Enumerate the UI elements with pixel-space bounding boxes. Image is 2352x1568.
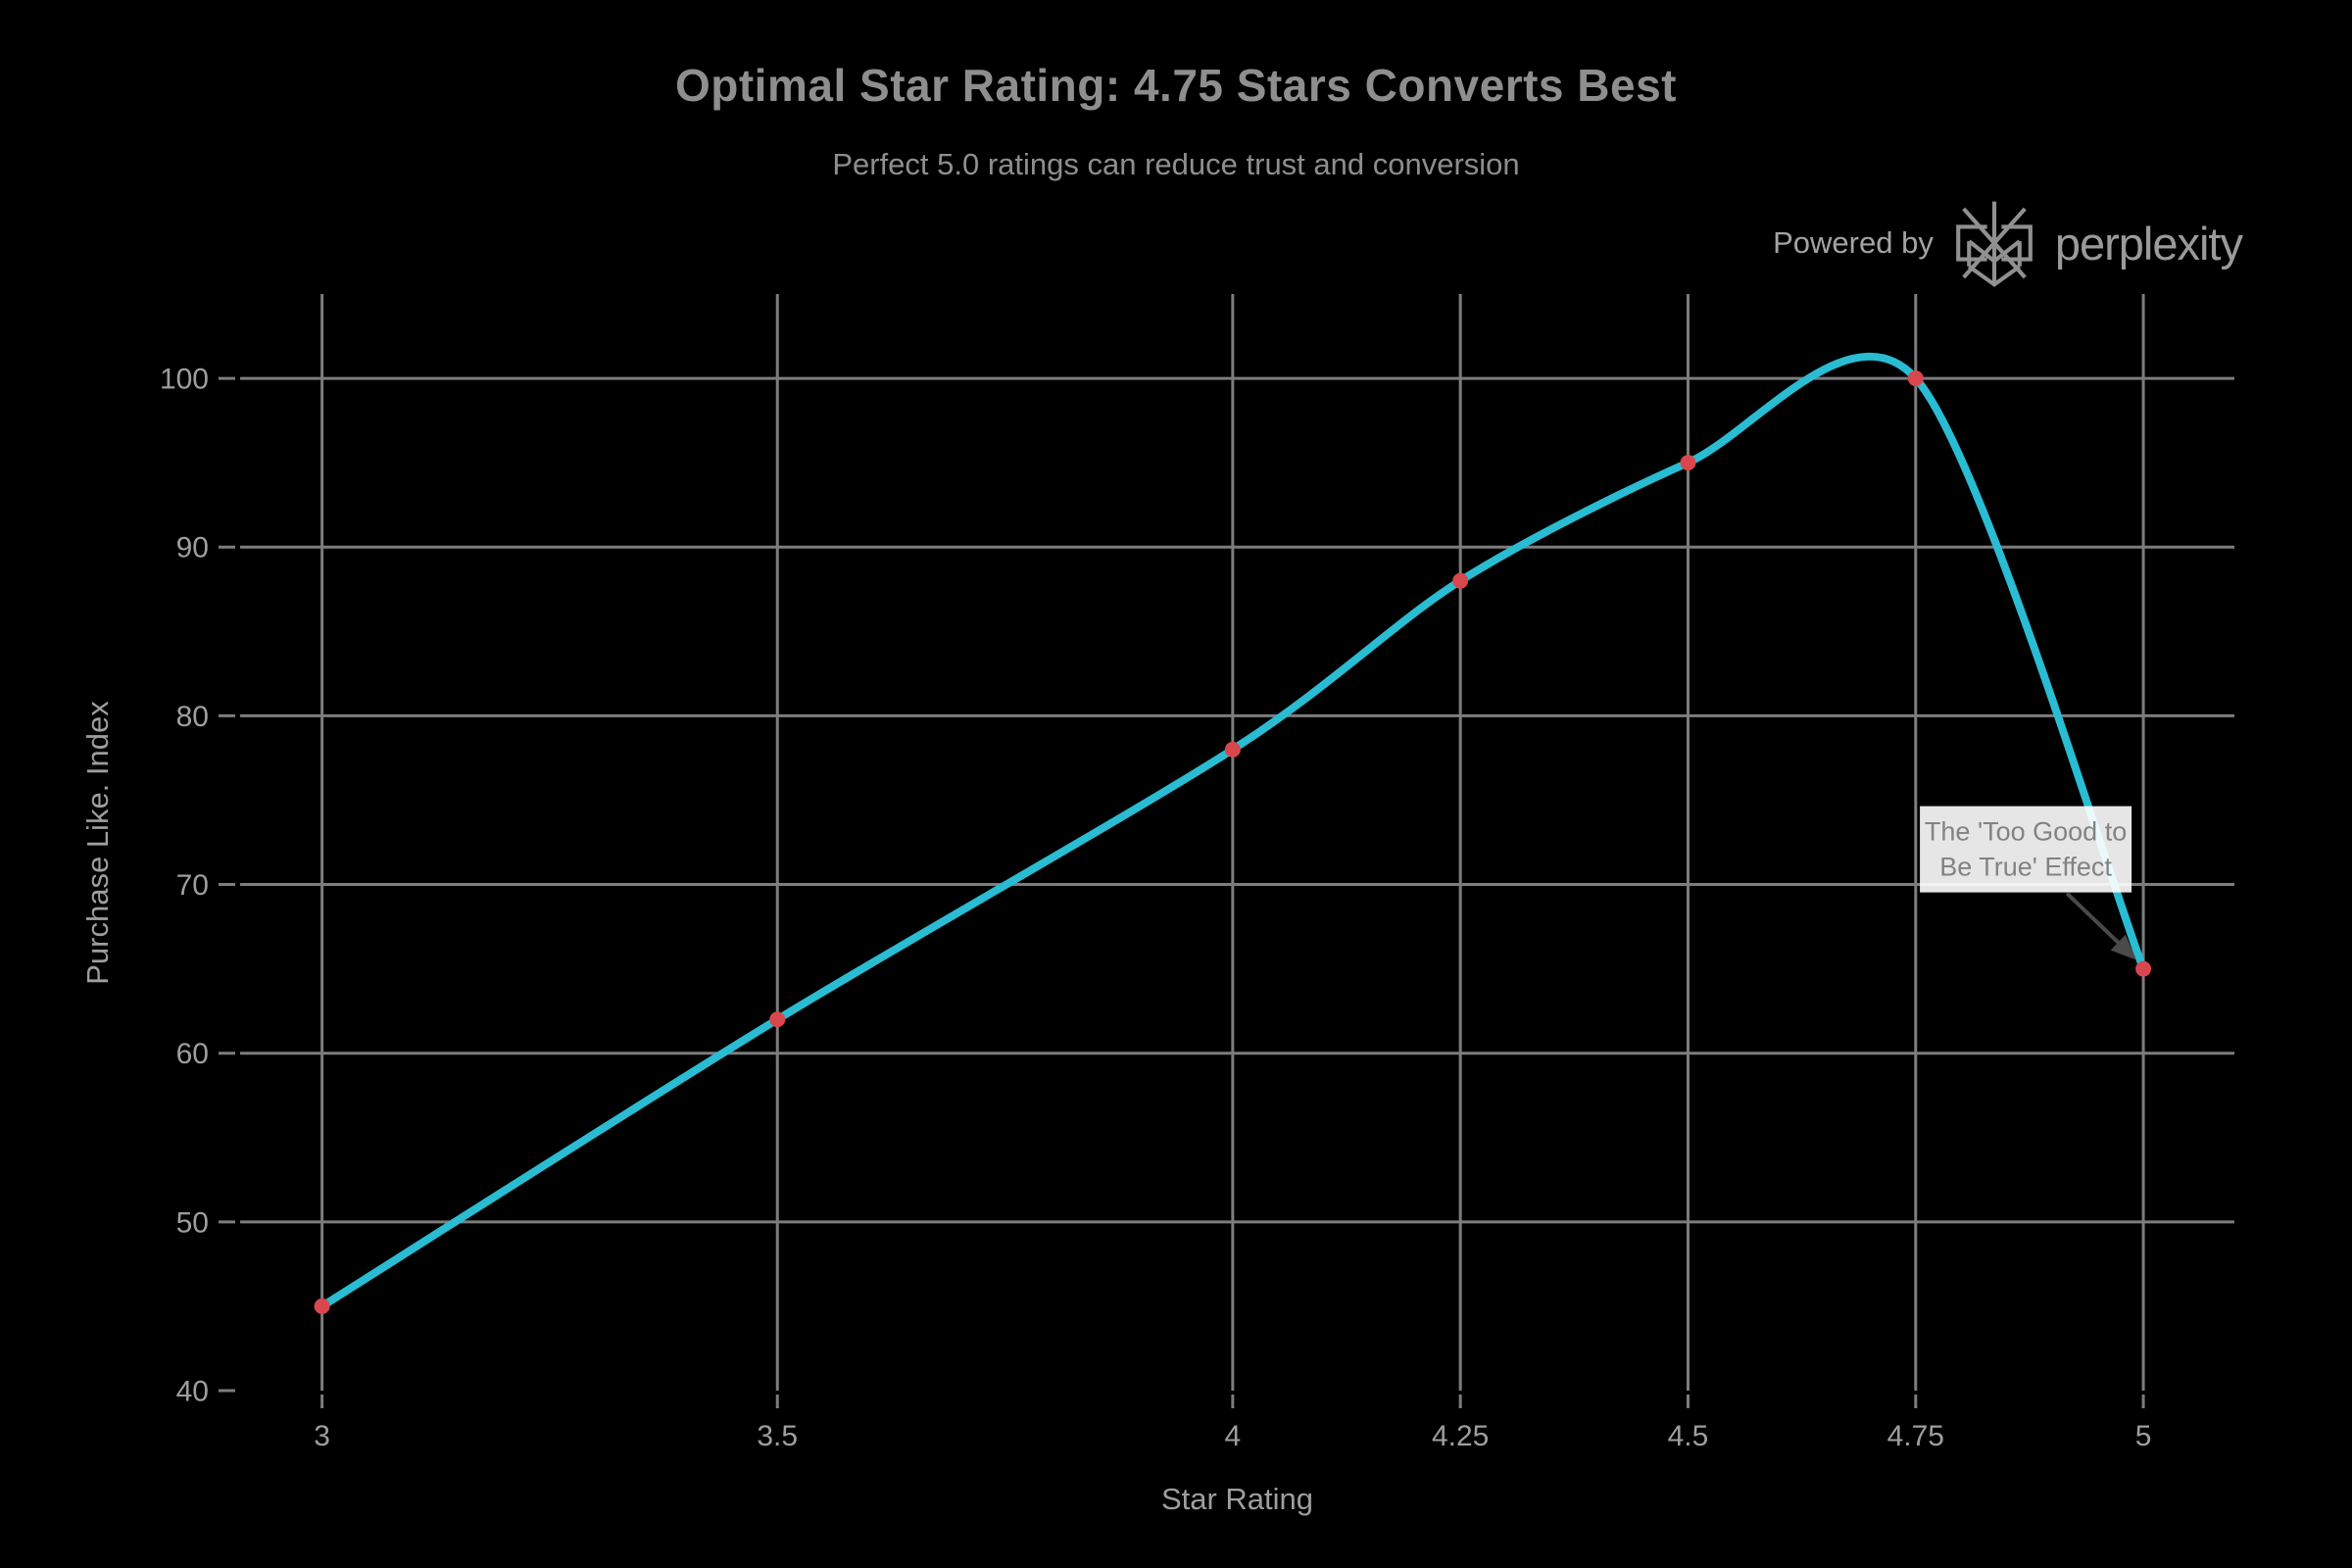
- data-point-4.25: [1452, 572, 1469, 589]
- x-tick-label-4.75: 4.75: [1887, 1420, 1944, 1452]
- x-tick-label-5: 5: [2135, 1420, 2152, 1452]
- annotation-box: [1920, 806, 2132, 893]
- grid-group: [240, 294, 2234, 1391]
- data-point-3: [314, 1298, 330, 1314]
- data-point-3.5: [769, 1011, 786, 1028]
- x-axis-title: Star Rating: [1160, 1482, 1314, 1516]
- x-tick-label-3: 3: [314, 1420, 330, 1452]
- x-tick-label-3.5: 3.5: [757, 1420, 798, 1452]
- x-tick-label-4.25: 4.25: [1432, 1420, 1489, 1452]
- chart-subtitle: Perfect 5.0 ratings can reduce trust and…: [832, 147, 1520, 181]
- chart-title: Optimal Star Rating: 4.75 Stars Converts…: [674, 60, 1677, 111]
- data-point-4.75: [1907, 370, 1924, 387]
- powered-by-branding: Powered by perplexity: [1773, 198, 2243, 288]
- perplexity-logo-icon: [1949, 198, 2039, 288]
- annotation-group: The 'Too Good to Be True' Effect: [1920, 806, 2137, 960]
- annotation-text-line-2: Be True' Effect: [1939, 853, 2112, 882]
- y-tick-label-80: 80: [176, 701, 209, 733]
- powered-by-label: Powered by: [1773, 225, 1934, 260]
- annotation-text-line-1: The 'Too Good to: [1925, 817, 2127, 847]
- annotation-arrow-line: [2065, 892, 2129, 953]
- brand-wordmark: perplexity: [2054, 217, 2243, 270]
- y-tick-label-50: 50: [176, 1206, 209, 1239]
- y-tick-label-100: 100: [160, 364, 209, 396]
- y-axis-title: Purchase Like. Index: [80, 701, 115, 985]
- annotation-arrowhead: [2110, 934, 2137, 960]
- data-point-4.5: [1680, 455, 1696, 471]
- axes-group: 40 50 60 70 80 90 100 3 3.5 4 4.25 4.5 4.75 5: [160, 364, 2151, 1452]
- series-line: [318, 352, 2148, 1310]
- y-tick-label-60: 60: [176, 1038, 209, 1070]
- markers-group: [314, 370, 2152, 1314]
- x-tick-label-4: 4: [1225, 1420, 1242, 1452]
- y-tick-label-70: 70: [176, 869, 209, 902]
- data-point-5: [2135, 960, 2152, 977]
- y-tick-label-40: 40: [176, 1376, 209, 1408]
- data-point-4: [1224, 741, 1241, 758]
- y-tick-label-90: 90: [176, 532, 209, 564]
- x-tick-label-4.5: 4.5: [1668, 1420, 1709, 1452]
